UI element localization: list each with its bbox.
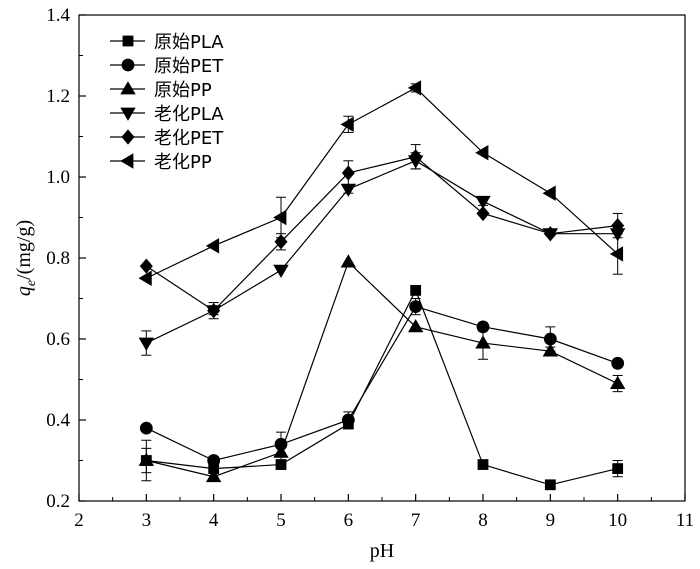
legend-item: 老化PP bbox=[110, 152, 212, 173]
x-tick-label: 6 bbox=[344, 510, 354, 531]
data-point bbox=[409, 149, 423, 165]
y-tick-label: 0.6 bbox=[46, 329, 70, 350]
y-axis-title-symbol: q bbox=[13, 286, 35, 296]
legend-label: 老化PET bbox=[154, 128, 224, 149]
data-point bbox=[340, 116, 354, 133]
legend-item: 老化PET bbox=[110, 128, 224, 149]
data-point bbox=[410, 284, 422, 296]
y-tick-label: 0.2 bbox=[46, 491, 70, 512]
series-line bbox=[146, 260, 618, 478]
x-tick-label: 8 bbox=[478, 510, 488, 531]
series-3 bbox=[138, 254, 626, 483]
y-tick-label: 1.0 bbox=[46, 167, 70, 188]
legend-label: 原始PET bbox=[154, 56, 224, 77]
x-tick-label: 7 bbox=[411, 510, 421, 531]
y-tick-label: 1.4 bbox=[46, 5, 70, 26]
series-4 bbox=[138, 152, 626, 356]
data-point bbox=[138, 270, 152, 286]
data-point bbox=[121, 58, 135, 72]
data-point bbox=[341, 165, 355, 181]
data-point bbox=[609, 375, 626, 389]
data-point bbox=[120, 81, 136, 95]
legend: 原始PLA 原始PET 原始PP 老化PLA 老化PET 老化PP bbox=[110, 32, 224, 173]
data-point bbox=[274, 234, 288, 250]
x-tick-label: 2 bbox=[74, 510, 84, 531]
legend-label: 原始PLA bbox=[154, 32, 224, 53]
data-point bbox=[205, 238, 220, 254]
x-tick-label: 11 bbox=[676, 510, 694, 531]
series-line bbox=[146, 288, 618, 486]
y-tick-label: 0.4 bbox=[46, 410, 70, 431]
data-point bbox=[407, 80, 422, 96]
x-tick-label: 5 bbox=[276, 510, 286, 531]
legend-item: 老化PLA bbox=[110, 104, 224, 125]
series-6 bbox=[138, 80, 624, 286]
series-line bbox=[146, 160, 618, 344]
y-tick-label: 0.8 bbox=[46, 248, 70, 269]
y-axis-title: qe/(mg/g) bbox=[13, 220, 39, 296]
data-point bbox=[475, 195, 491, 210]
y-axis-title-unit: /(mg/g) bbox=[13, 220, 35, 280]
data-point bbox=[611, 356, 625, 370]
series-line bbox=[146, 156, 618, 312]
data-point bbox=[542, 343, 559, 357]
legend-label: 老化PP bbox=[154, 152, 212, 173]
data-point bbox=[207, 454, 221, 467]
data-point bbox=[121, 129, 135, 145]
series-line bbox=[146, 305, 618, 462]
data-point bbox=[476, 205, 490, 222]
data-point bbox=[542, 185, 556, 201]
legend-item: 原始PP bbox=[110, 80, 212, 101]
data-point bbox=[544, 479, 556, 491]
series-line bbox=[146, 87, 619, 279]
data-point bbox=[122, 35, 134, 47]
data-point bbox=[273, 209, 287, 226]
data-point bbox=[275, 459, 287, 470]
data-point bbox=[207, 303, 221, 319]
x-tick-label: 4 bbox=[209, 510, 219, 531]
data-point bbox=[409, 300, 423, 314]
data-point bbox=[139, 258, 153, 274]
data-point bbox=[475, 145, 489, 161]
data-point bbox=[543, 226, 557, 242]
data-point bbox=[612, 463, 624, 475]
data-point bbox=[341, 413, 355, 427]
series-layer bbox=[138, 80, 626, 491]
data-point bbox=[120, 107, 136, 121]
data-point bbox=[138, 452, 155, 466]
series-5 bbox=[139, 144, 625, 320]
x-axis-ticks: 2 3 4 5 6 7 8 9 10 11 bbox=[74, 494, 694, 531]
data-point bbox=[139, 421, 153, 435]
x-axis-title: pH bbox=[370, 540, 394, 562]
data-point bbox=[407, 319, 424, 333]
x-tick-label: 3 bbox=[142, 510, 152, 531]
y-tick-label: 1.2 bbox=[46, 86, 70, 107]
data-point bbox=[475, 335, 491, 349]
y-axis-title-subscript: e bbox=[24, 280, 39, 286]
data-point bbox=[273, 264, 289, 278]
legend-label: 老化PLA bbox=[154, 104, 224, 125]
series-2 bbox=[139, 298, 625, 467]
data-point bbox=[120, 153, 134, 169]
legend-item: 原始PET bbox=[110, 56, 224, 77]
x-tick-label: 10 bbox=[608, 510, 627, 531]
x-tick-label: 9 bbox=[546, 510, 556, 531]
legend-label: 原始PP bbox=[154, 80, 212, 101]
legend-item: 原始PLA bbox=[110, 32, 224, 53]
y-axis-ticks: 0.2 0.4 0.6 0.8 1.0 1.2 1.4 bbox=[46, 5, 86, 512]
data-point bbox=[273, 444, 289, 458]
data-point bbox=[138, 337, 155, 351]
data-point bbox=[611, 217, 625, 234]
data-point bbox=[543, 332, 557, 346]
data-point bbox=[609, 246, 624, 262]
data-point bbox=[340, 254, 357, 268]
data-point bbox=[477, 459, 489, 470]
data-point bbox=[205, 468, 222, 483]
